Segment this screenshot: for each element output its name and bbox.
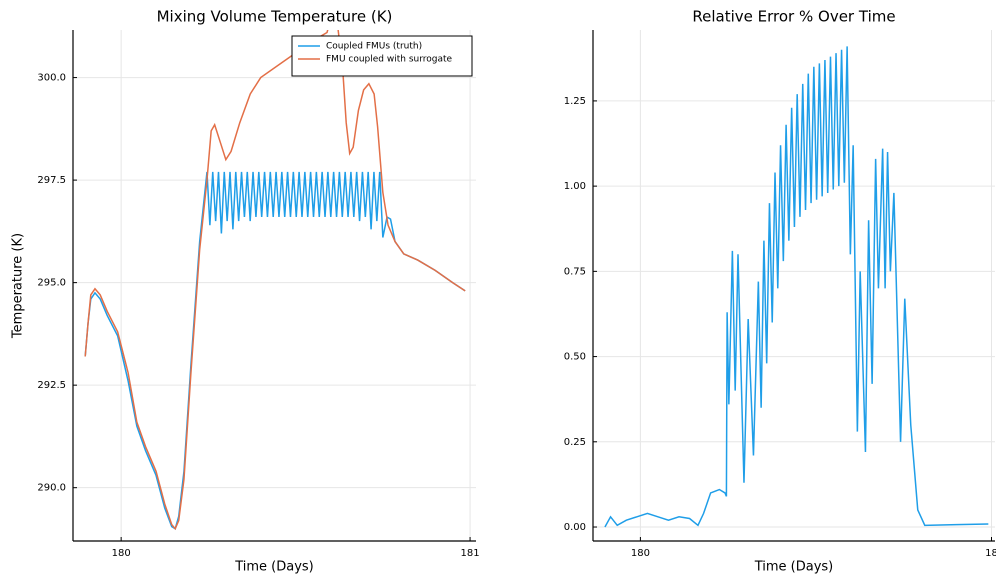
x-tick-label: 181 xyxy=(461,548,480,559)
y-tick-label: 290.0 xyxy=(37,483,66,494)
x-axis-label: Time (Days) xyxy=(234,560,314,575)
y-tick-label: 300.0 xyxy=(37,73,66,84)
chart-title: Relative Error % Over Time xyxy=(692,8,895,26)
plot: Relative Error % Over Time 0.00 0.25 0.50 0.… xyxy=(564,8,996,575)
y-axis-label: Temperature (K) xyxy=(11,233,26,339)
plot: Mixing Volume Temperature (K) 290.0 292.5 2… xyxy=(11,8,480,575)
y-tick-label: 295.0 xyxy=(37,278,66,289)
y-tick-label: 0.25 xyxy=(564,437,586,448)
legend-label: FMU coupled with surrogate xyxy=(326,55,453,65)
data-line xyxy=(84,171,466,530)
y-tick-label: 297.5 xyxy=(37,175,66,186)
y-tick-label: 292.5 xyxy=(37,380,66,391)
chart-title: Mixing Volume Temperature (K) xyxy=(157,8,393,26)
y-tick-label: 0.50 xyxy=(564,352,586,363)
legend-label: Coupled FMUs (truth) xyxy=(326,42,422,52)
x-tick-label: 180 xyxy=(112,548,131,559)
y-tick-label: 0.00 xyxy=(564,522,586,533)
data-line xyxy=(604,46,989,528)
data-line xyxy=(84,30,466,531)
x-tick-label: 18 xyxy=(985,548,996,559)
legend-box xyxy=(291,35,473,77)
x-tick-label: 180 xyxy=(631,548,650,559)
y-tick-label: 1.25 xyxy=(564,96,586,107)
y-tick-label: 0.75 xyxy=(564,266,586,277)
y-tick-label: 1.00 xyxy=(564,181,586,192)
x-axis-label: Time (Days) xyxy=(754,560,834,575)
